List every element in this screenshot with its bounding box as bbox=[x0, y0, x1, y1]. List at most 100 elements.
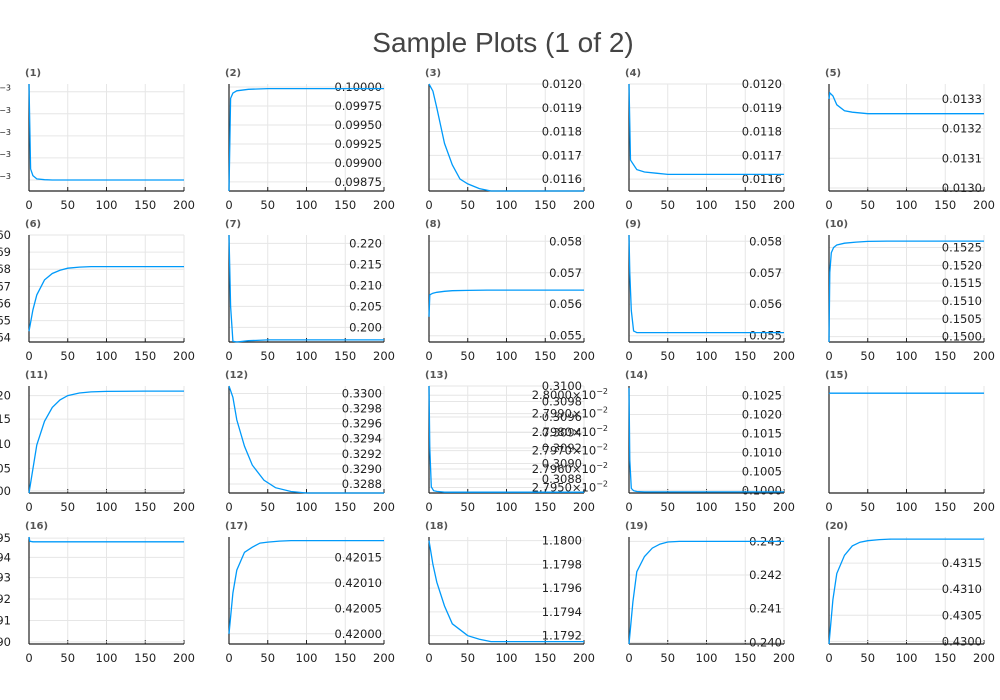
x-tick-label: 100 bbox=[296, 651, 318, 665]
y-tick-label: 0.10000 bbox=[334, 80, 382, 94]
y-tick-label: 0.056 bbox=[749, 297, 782, 311]
x-tick-label: 150 bbox=[134, 500, 156, 514]
y-tick-label: 05 bbox=[0, 461, 11, 475]
y-tick-exponent: −3 bbox=[0, 128, 11, 137]
x-tick-label: 50 bbox=[460, 349, 475, 363]
y-tick-label: 90 bbox=[0, 635, 11, 649]
y-tick-label: 0.3292 bbox=[342, 447, 382, 461]
y-tick-label: 69 bbox=[0, 245, 11, 259]
y-tick-label: 0.0133 bbox=[942, 92, 982, 106]
y-tick-label: 0.42010 bbox=[334, 576, 382, 590]
subplot: 0 50 100 150 200 (15) bbox=[825, 370, 995, 514]
y-tick-label: 0.42000 bbox=[334, 627, 382, 641]
y-tick-label: 0.1000 bbox=[742, 483, 782, 497]
x-tick-label: 150 bbox=[534, 198, 556, 212]
y-tick-label: 2.7970×10−2 bbox=[532, 443, 608, 458]
y-tick-label: 0.0119 bbox=[742, 101, 782, 115]
y-tick-label: 0.241 bbox=[749, 602, 782, 616]
x-tick-label: 50 bbox=[260, 651, 275, 665]
x-tick-label: 0 bbox=[225, 349, 232, 363]
y-tick-exponent: −2 bbox=[596, 406, 608, 415]
x-tick-label: 100 bbox=[496, 349, 518, 363]
x-tick-label: 0 bbox=[25, 651, 32, 665]
y-tick-label: 0.3088 bbox=[542, 472, 582, 486]
y-tick-label: 0.0116 bbox=[742, 172, 782, 186]
y-tick-label: 0.09950 bbox=[334, 118, 382, 132]
subplot: 0 50 100 150 200 90 91 92 93 94 95 (16) bbox=[0, 521, 195, 665]
y-tick-exponent: −3 bbox=[0, 150, 11, 159]
series-line bbox=[428, 385, 584, 493]
series-line bbox=[228, 87, 384, 192]
y-tick-label: 1.1792 bbox=[542, 629, 582, 643]
x-tick-label: 150 bbox=[934, 500, 956, 514]
series-line bbox=[28, 390, 184, 494]
x-tick-label: 50 bbox=[260, 198, 275, 212]
x-tick-label: 50 bbox=[860, 349, 875, 363]
x-tick-label: 50 bbox=[860, 198, 875, 212]
x-tick-label: 0 bbox=[625, 198, 632, 212]
x-tick-label: 100 bbox=[696, 349, 718, 363]
y-tick-label: 0.0131 bbox=[942, 151, 982, 165]
x-tick-label: 0 bbox=[25, 500, 32, 514]
y-tick-label: 20 bbox=[0, 389, 11, 403]
x-tick-label: 0 bbox=[425, 349, 432, 363]
subplot-grid: 0501001502005.2000×10−35.2250×10−35.2500… bbox=[0, 68, 995, 665]
subplot-title: (10) bbox=[825, 219, 848, 230]
y-tick-exponent: −2 bbox=[596, 443, 608, 452]
x-tick-label: 200 bbox=[173, 198, 195, 212]
y-tick-label: 0.3298 bbox=[342, 402, 382, 416]
y-tick-label: 0.058 bbox=[749, 234, 782, 248]
y-tick-label: 0.1515 bbox=[942, 276, 982, 290]
subplot-title: (17) bbox=[225, 521, 248, 532]
subplot-title: (14) bbox=[625, 370, 648, 381]
subplot-title: (6) bbox=[25, 219, 41, 230]
y-tick-mantissa: 2.7980×10 bbox=[532, 425, 597, 439]
y-tick-label: 0.240 bbox=[749, 635, 782, 649]
y-tick-label: 10 bbox=[0, 437, 11, 451]
y-tick-label: 2.7960×10−2 bbox=[532, 461, 608, 476]
x-tick-label: 150 bbox=[934, 651, 956, 665]
y-tick-label: 0.1010 bbox=[742, 445, 782, 459]
y-tick-label: 60 bbox=[0, 228, 11, 242]
x-tick-label: 150 bbox=[334, 349, 356, 363]
x-tick-label: 0 bbox=[825, 349, 832, 363]
y-tick-mantissa: 2.7950×10 bbox=[532, 480, 597, 494]
x-tick-label: 100 bbox=[496, 500, 518, 514]
y-tick-label: 2.8000×10−2 bbox=[532, 387, 608, 402]
x-tick-label: 200 bbox=[573, 651, 595, 665]
subplot: 0 50 100 150 200 0.4300 0.4305 0.4310 0.4315 (20) bbox=[825, 521, 995, 665]
y-tick-label: 0.1025 bbox=[742, 388, 782, 402]
x-tick-label: 200 bbox=[373, 651, 395, 665]
y-tick-label: 65 bbox=[0, 314, 11, 328]
x-tick-label: 200 bbox=[973, 349, 995, 363]
series-line bbox=[828, 91, 984, 115]
x-tick-label: 150 bbox=[334, 500, 356, 514]
series-line bbox=[628, 83, 784, 176]
x-tick-label: 0 bbox=[425, 198, 432, 212]
series-line bbox=[28, 265, 184, 332]
y-tick-label: 5.2500×10−3 bbox=[0, 128, 11, 143]
y-tick-label: 0.057 bbox=[549, 266, 582, 280]
x-tick-label: 100 bbox=[896, 198, 918, 212]
x-tick-label: 100 bbox=[696, 198, 718, 212]
subplot: 0 50 100 150 2000.30880.30900.30920.30940.30… bbox=[425, 370, 608, 514]
y-tick-exponent: −3 bbox=[0, 106, 11, 115]
x-tick-label: 100 bbox=[96, 198, 118, 212]
y-tick-mantissa: 2.7960×10 bbox=[532, 462, 597, 476]
x-tick-label: 50 bbox=[60, 651, 75, 665]
subplot-title: (1) bbox=[25, 68, 41, 79]
x-tick-label: 200 bbox=[173, 349, 195, 363]
y-tick-label: 0.09975 bbox=[334, 99, 382, 113]
x-tick-label: 100 bbox=[696, 500, 718, 514]
x-tick-label: 0 bbox=[225, 198, 232, 212]
y-tick-label: 0.0120 bbox=[742, 77, 782, 91]
x-tick-label: 150 bbox=[534, 500, 556, 514]
y-tick-label: 00 bbox=[0, 484, 11, 498]
y-tick-label: 0.0118 bbox=[742, 125, 782, 139]
y-tick-label: 94 bbox=[0, 550, 11, 564]
x-tick-label: 0 bbox=[625, 500, 632, 514]
subplot-title: (11) bbox=[25, 370, 48, 381]
y-tick-label: 0.3090 bbox=[542, 457, 582, 471]
y-tick-label: 0.0119 bbox=[542, 101, 582, 115]
